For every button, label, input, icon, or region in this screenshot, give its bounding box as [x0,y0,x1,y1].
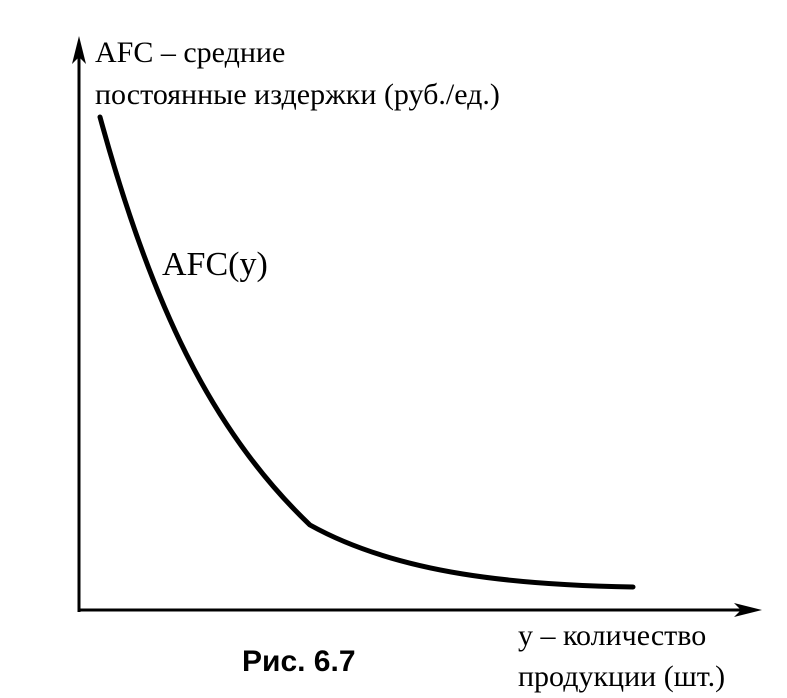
curve-label: AFC(y) [162,246,268,283]
x-axis-title-line-1: y – количество [518,619,706,652]
y-axis-title-line-1: AFC – средние [95,36,285,69]
afc-curve [97,114,636,590]
figure-caption: Рис. 6.7 [242,645,356,678]
x-axis-title-line-2: продукции (шт.) [518,660,725,693]
y-axis-title-line-2: постоянные издержки (руб./ед.) [95,78,500,111]
x-axis-arrow-icon [734,603,762,617]
y-axis-arrow-icon [72,36,86,64]
